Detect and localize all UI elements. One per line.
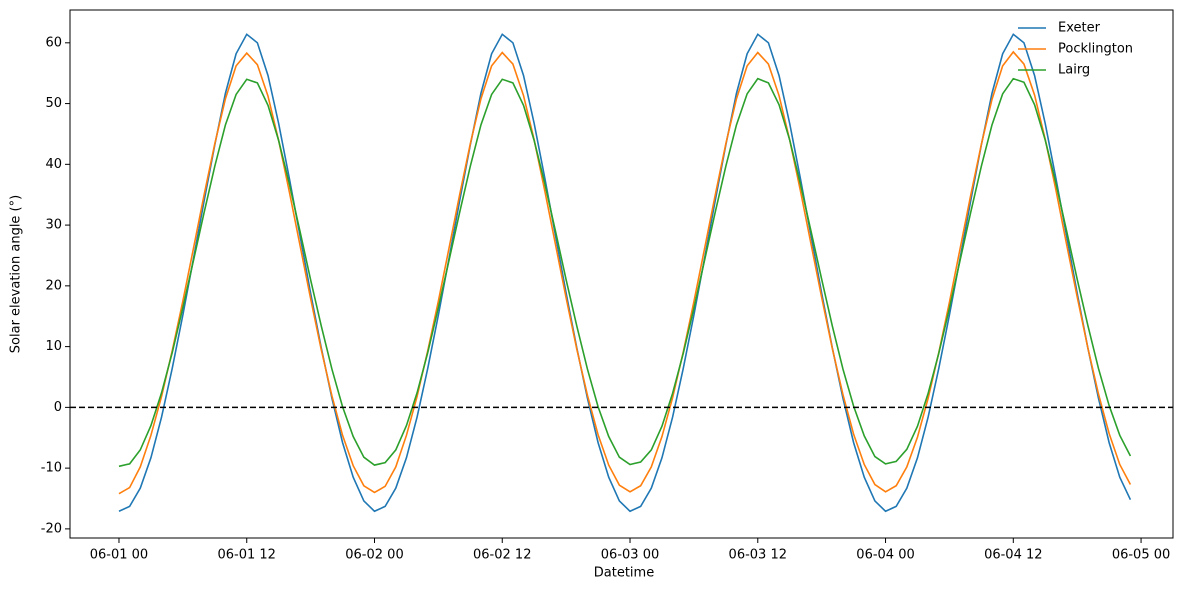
x-tick-label: 06-05 00	[1112, 548, 1170, 563]
x-tick-label: 06-01 00	[90, 548, 148, 563]
legend-label: Lairg	[1058, 63, 1090, 78]
x-tick-label: 06-04 00	[856, 548, 914, 563]
legend-label: Exeter	[1058, 21, 1101, 36]
y-tick-label: 50	[45, 96, 62, 111]
x-tick-label: 06-02 00	[345, 548, 403, 563]
y-tick-label: 0	[54, 400, 62, 415]
x-tick-label: 06-01 12	[218, 548, 276, 563]
y-tick-label: 30	[45, 218, 62, 233]
x-tick-label: 06-02 12	[473, 548, 531, 563]
y-axis-label: Solar elevation angle (°)	[9, 195, 24, 353]
x-tick-label: 06-04 12	[984, 548, 1042, 563]
x-axis-label: Datetime	[594, 566, 654, 581]
y-tick-label: -20	[41, 521, 62, 536]
y-tick-label: 40	[45, 157, 62, 172]
series-line	[118, 50, 1132, 495]
legend-label: Pocklington	[1058, 42, 1133, 57]
plot-frame	[69, 9, 1174, 539]
y-tick-label: 20	[45, 278, 62, 293]
y-tick-label: 10	[45, 339, 62, 354]
y-tick-label: -10	[41, 461, 62, 476]
x-tick-label: 06-03 00	[601, 548, 659, 563]
x-tick-label: 06-03 12	[729, 548, 787, 563]
y-tick-label: 60	[45, 35, 62, 50]
series-line	[118, 77, 1132, 468]
